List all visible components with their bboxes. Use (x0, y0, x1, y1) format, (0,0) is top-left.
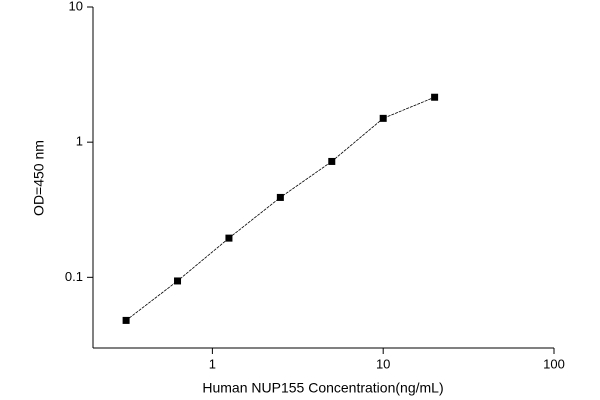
data-point (122, 316, 130, 324)
y-tick-label: 0.1 (65, 269, 83, 284)
data-point (431, 93, 439, 101)
data-point (328, 157, 336, 165)
y-tick-label: 10 (69, 0, 83, 13)
data-point (379, 114, 387, 122)
y-axis-label: OD=450 nm (31, 140, 47, 216)
data-point (276, 193, 284, 201)
x-tick-label: 10 (376, 356, 390, 371)
x-tick-label: 1 (209, 356, 216, 371)
series-line (125, 96, 435, 321)
y-tick-label: 1 (76, 134, 83, 149)
data-point (225, 234, 233, 242)
x-tick-label: 100 (543, 356, 565, 371)
x-axis-label: Human NUP155 Concentration(ng/mL) (202, 380, 443, 396)
data-point (174, 277, 182, 285)
